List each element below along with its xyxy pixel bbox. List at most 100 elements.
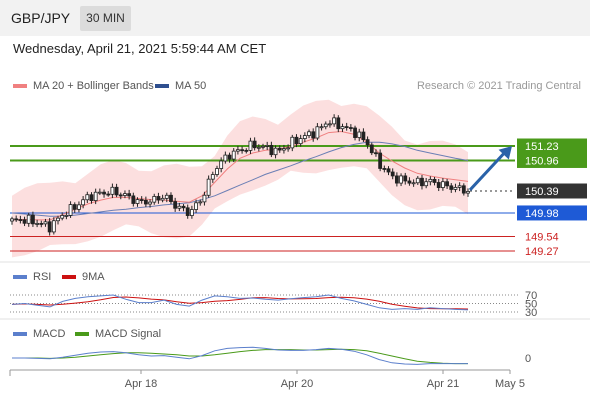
candle-body [457,185,462,188]
symbol-title: GBP/JPY [11,10,71,26]
candle-body [39,223,44,225]
candle-body [436,182,441,188]
candle-body [374,152,378,155]
candle-body [294,136,299,145]
candle-body [348,127,353,129]
candle-body [22,219,27,224]
candle-body [369,144,374,154]
candle-body [432,178,437,183]
candle-body [449,185,454,190]
candle-body [273,147,278,156]
candle-body [219,160,224,169]
candle-body [169,194,173,202]
9ma-swatch [62,275,76,279]
header-bar: GBP/JPY 30 MIN [0,0,590,36]
candle-body [110,186,115,195]
candle-body [181,205,186,209]
forecast-arrow-head [498,146,512,160]
candle-body [319,126,324,129]
candle-body [336,117,341,130]
level-label-151.23: 151.23 [525,141,559,153]
candle-body [277,147,282,151]
candle-body [248,140,253,151]
candle-body [139,199,144,201]
candle-body [215,168,219,175]
level-box-150.39 [517,183,587,199]
candle-body [31,214,35,225]
candle-body [189,209,194,216]
candle-body [269,145,274,156]
candle-body [440,181,445,188]
candle-body [256,146,261,149]
legend-ma50: MA 50 [155,80,206,92]
level-label-150.96: 150.96 [525,155,559,167]
candle-body [81,199,86,206]
macd-signal-line [12,348,468,365]
level-label-149.98: 149.98 [525,208,559,220]
candle-body [411,182,416,185]
x-tick-label: Apr 21 [427,378,459,390]
candle-body [223,154,228,162]
candle-body [206,178,211,196]
ma50-swatch [155,84,169,88]
candle-body [286,147,291,150]
candle-body [382,168,387,170]
candle-body [386,168,391,173]
candle-body [198,201,203,204]
candle-body [127,193,132,197]
legend-ma20-label: MA 20 + Bollinger Bands [33,80,154,92]
candle-body [461,185,466,194]
candle-body [131,195,136,204]
candle-body [156,196,161,201]
candle-body [185,207,190,216]
candle-body [378,152,383,169]
candle-body [35,223,40,225]
candle-body [407,180,412,184]
candle-body [64,214,69,217]
macd-line [12,346,468,365]
candle-body [424,181,429,187]
candle-body [143,199,148,205]
candle-body [148,201,152,205]
candle-body [290,136,295,149]
credit-text: Research © 2021 Trading Central [416,80,581,92]
candle-body [390,171,395,177]
candle-body [160,197,165,201]
legend-rsi: RSI [13,271,51,283]
candle-body [453,186,458,190]
candle-body [357,131,362,138]
candle-body [261,145,265,148]
rsi-level-label: 70 [525,290,537,302]
rsi-swatch [13,275,27,279]
candle-body [428,178,433,183]
macd-swatch [13,332,27,336]
candle-body [244,149,249,152]
candle-body [135,199,140,204]
legend-macd-signal-label: MACD Signal [95,328,162,340]
candle-body [307,131,311,136]
candle-body [18,219,23,221]
candle-body [311,131,316,139]
level-box-150.96 [517,152,587,168]
candle-body [340,126,345,130]
legend-macd-signal: MACD Signal [75,328,161,340]
timeframe-button[interactable]: 30 MIN [80,6,131,31]
macd-zero-label: 0 [525,353,531,365]
bollinger-band [12,99,468,258]
candle-body [298,138,303,145]
rsi-line [11,294,469,311]
candle-body [85,194,90,201]
candle-body [282,148,286,151]
legend-9ma: 9MA [62,271,105,283]
candle-body [231,150,236,160]
candle-body [394,175,399,184]
level-box-151.23 [517,138,587,154]
candle-body [164,194,169,199]
candle-body [106,193,111,196]
candle-body [202,194,207,203]
legend-macd: MACD [13,328,65,340]
candle-body [72,204,77,210]
candle-body [93,191,98,201]
x-tick-label: Apr 20 [281,378,313,390]
